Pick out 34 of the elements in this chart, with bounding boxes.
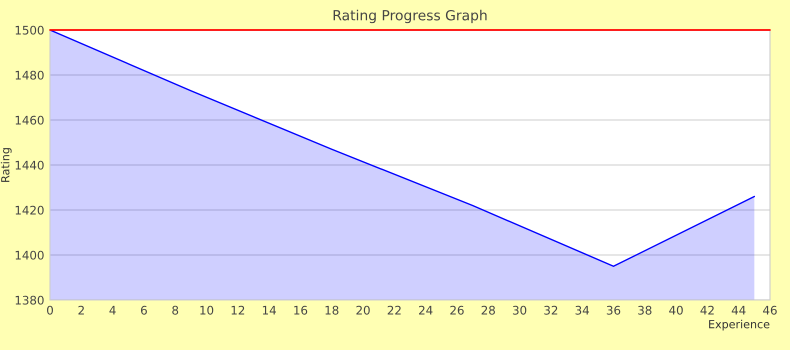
- x-tick-label: 32: [544, 306, 558, 315]
- x-tick-label: 26: [450, 306, 464, 315]
- x-axis-title: Experience: [709, 320, 770, 331]
- x-tick-label: 30: [512, 306, 526, 315]
- x-tick-label: 38: [638, 306, 652, 315]
- y-tick-label: 1380: [16, 296, 44, 305]
- x-tick-label: 42: [700, 306, 714, 315]
- x-tick-label: 34: [576, 306, 590, 315]
- y-tick-label: 1400: [16, 250, 44, 260]
- y-tick-label: 1460: [16, 116, 44, 125]
- x-tick-label: 20: [356, 306, 370, 315]
- x-tick-label: 16: [294, 306, 308, 315]
- x-tick-label: 6: [140, 306, 147, 315]
- x-tick-label: 18: [326, 306, 338, 315]
- x-tick-label: 28: [482, 306, 495, 315]
- x-tick-label: 24: [419, 306, 432, 315]
- x-tick-label: 22: [388, 306, 401, 315]
- chart-title: Rating Progress Graph: [334, 10, 487, 24]
- x-tick-label: 46: [763, 306, 777, 315]
- x-tick-label: 8: [172, 306, 178, 315]
- y-tick-label: 1500: [16, 26, 44, 35]
- x-tick-label: 36: [606, 306, 620, 315]
- x-tick-label: 4: [109, 306, 116, 315]
- y-tick-label: 1480: [16, 70, 44, 80]
- x-tick-label: 40: [669, 306, 683, 315]
- x-tick-label: 0: [47, 306, 53, 315]
- y-axis-title: Rating: [0, 148, 12, 182]
- x-tick-label: 44: [732, 306, 746, 315]
- x-tick-label: 14: [262, 306, 276, 315]
- x-tick-label: 12: [232, 306, 244, 315]
- y-tick-label: 1420: [16, 206, 44, 215]
- y-tick-label: 1440: [16, 160, 44, 170]
- x-tick-label: 2: [78, 306, 84, 315]
- x-tick-label: 10: [200, 306, 214, 315]
